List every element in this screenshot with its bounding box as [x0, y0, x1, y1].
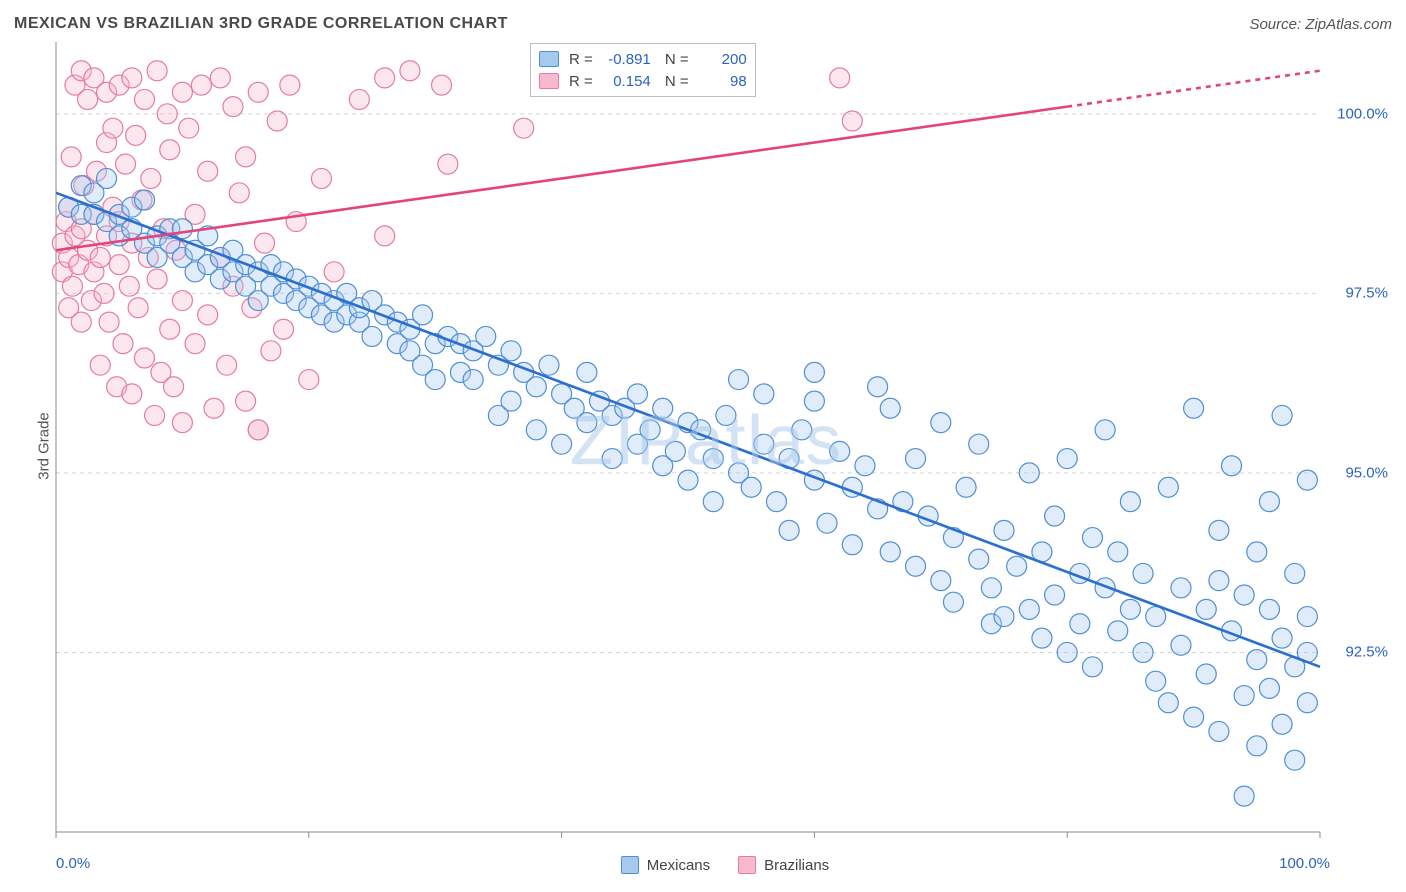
swatch-brazilians [539, 73, 559, 89]
swatch-mexicans [539, 51, 559, 67]
y-tick-label: 92.5% [1345, 644, 1388, 661]
legend-row-brazilians: R = 0.154 N = 98 [539, 70, 747, 92]
legend-item-mexicans: Mexicans [621, 856, 710, 874]
legend-label-mexicans: Mexicans [647, 857, 710, 874]
legend-row-mexicans: R = -0.891 N = 200 [539, 48, 747, 70]
scatter-plot [50, 40, 1400, 846]
chart-title: MEXICAN VS BRAZILIAN 3RD GRADE CORRELATI… [14, 15, 508, 33]
chart-footer: 0.0% Mexicans Brazilians 100.0% [50, 846, 1400, 892]
legend-n-label: N = [661, 51, 689, 68]
swatch-mexicans-icon [621, 856, 639, 874]
legend-item-brazilians: Brazilians [738, 856, 829, 874]
legend-r-label: R = [569, 51, 593, 68]
y-tick-label: 97.5% [1345, 285, 1388, 302]
legend-n-mexicans: 200 [699, 51, 747, 68]
swatch-brazilians-icon [738, 856, 756, 874]
legend-r-label: R = [569, 73, 593, 90]
legend-n-label: N = [661, 73, 689, 90]
legend-n-brazilians: 98 [699, 73, 747, 90]
legend-label-brazilians: Brazilians [764, 857, 829, 874]
x-max-label: 100.0% [1279, 855, 1330, 872]
plot-area: R = -0.891 N = 200 R = 0.154 N = 98 ZIPa… [50, 40, 1400, 846]
legend-r-brazilians: 0.154 [603, 73, 651, 90]
legend-r-mexicans: -0.891 [603, 51, 651, 68]
series-legend: Mexicans Brazilians [50, 856, 1400, 874]
source-label: Source: ZipAtlas.com [1249, 16, 1392, 33]
correlation-legend: R = -0.891 N = 200 R = 0.154 N = 98 [530, 43, 756, 97]
y-tick-label: 100.0% [1337, 105, 1388, 122]
y-tick-label: 95.0% [1345, 464, 1388, 481]
